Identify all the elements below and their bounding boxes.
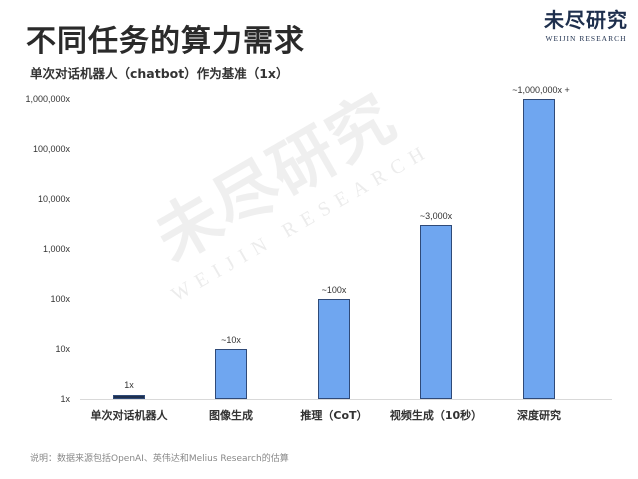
bar-value-label: 1x bbox=[124, 380, 134, 390]
bar-chatbot bbox=[113, 395, 145, 399]
page-title: 不同任务的算力需求 bbox=[26, 24, 305, 59]
y-tick: 1,000,000x bbox=[25, 94, 70, 104]
y-tick: 100x bbox=[50, 294, 70, 304]
bar-reasoning-cot bbox=[318, 299, 350, 399]
logo-text-en: WEIJIN RESEARCH bbox=[545, 34, 627, 43]
bar-value-label: ~1,000,000x + bbox=[512, 85, 570, 95]
bar-value-label: ~3,000x bbox=[419, 211, 453, 221]
bar-value-label: ~10x bbox=[221, 335, 241, 345]
bar-deep-research bbox=[523, 99, 555, 399]
x-category-label: 推理（CoT） bbox=[300, 409, 368, 422]
bar-image-generation bbox=[215, 349, 247, 399]
chart-subtitle: 单次对话机器人（chatbot）作为基准（1x） bbox=[30, 66, 289, 81]
x-category-label: 视频生成（10秒） bbox=[389, 409, 483, 422]
x-category-label: 单次对话机器人 bbox=[90, 409, 168, 422]
x-axis-line bbox=[80, 399, 612, 400]
bar-video-generation bbox=[420, 225, 452, 399]
y-tick: 1,000x bbox=[42, 244, 70, 254]
y-tick: 10x bbox=[55, 344, 70, 354]
brand-logo: 未尽研究 WEIJIN RESEARCH bbox=[540, 8, 632, 43]
y-tick: 1x bbox=[60, 394, 70, 404]
footnote: 说明：数据来源包括OpenAI、英伟达和Melius Research的估算 bbox=[30, 454, 289, 464]
logo-text-cn: 未尽研究 bbox=[544, 8, 628, 32]
y-tick: 100,000x bbox=[32, 144, 70, 154]
bar-value-label: ~100x bbox=[321, 285, 347, 295]
x-category-label: 图像生成 bbox=[209, 409, 253, 422]
y-tick: 10,000x bbox=[37, 194, 70, 204]
x-category-label: 深度研究 bbox=[517, 409, 561, 422]
watermark-text-en: WEIJIN RESEARCH bbox=[167, 139, 436, 307]
watermark-text-cn: 未尽研究 bbox=[142, 79, 409, 277]
